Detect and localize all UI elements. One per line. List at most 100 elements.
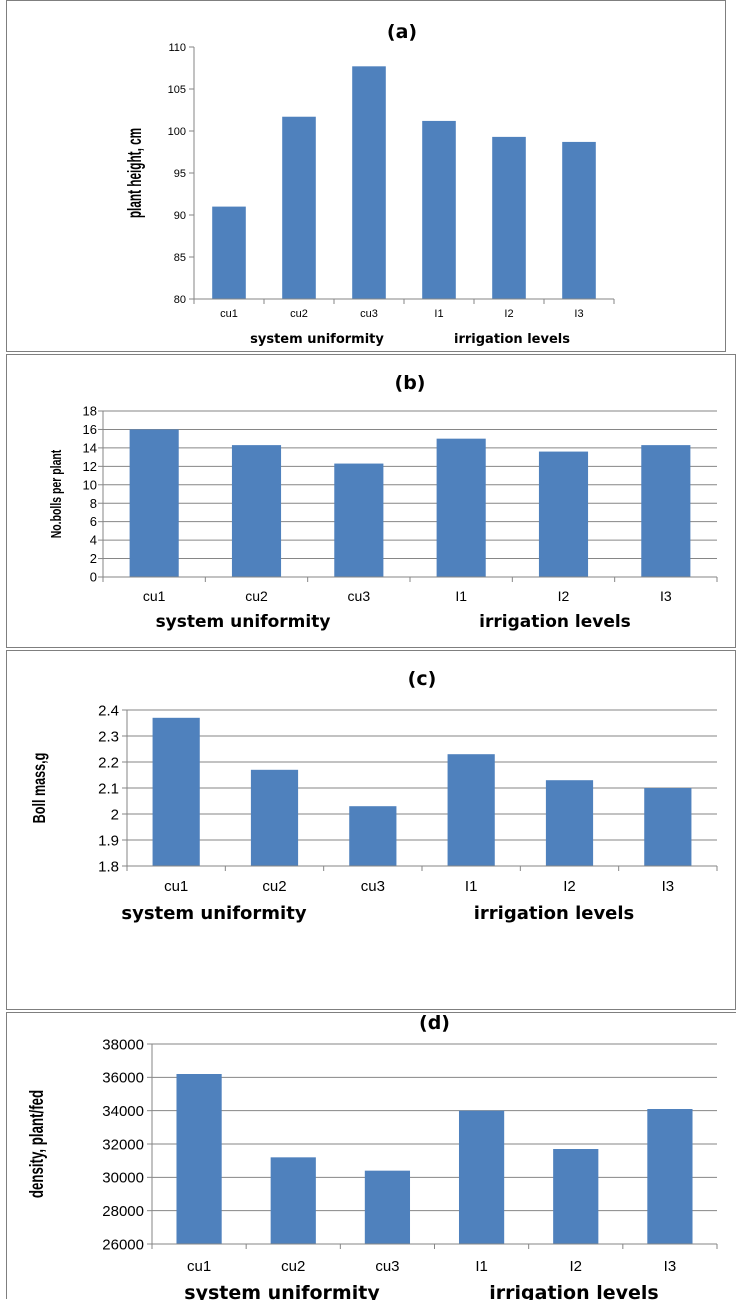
y-axis-label-group: Boll mass,g: [30, 753, 50, 824]
y-tick-label: 90: [174, 210, 186, 222]
group-label: system uniformity: [121, 903, 306, 924]
bar-i2: [553, 1149, 599, 1244]
y-tick-label: 105: [168, 84, 186, 96]
y-tick-label: 100: [168, 126, 186, 138]
chart-panel-d: (d) 26000 28000 30000 32000 34000 36000 38000 cu…: [6, 1012, 736, 1300]
bar-cu1: [212, 206, 246, 299]
group-label: system uniformity: [156, 612, 331, 632]
group-label: irrigation levels: [474, 903, 635, 924]
y-tick-label: 4: [90, 533, 97, 548]
y-axis-label-group: No.bolls per plant: [47, 449, 64, 538]
y-tick-label: 12: [83, 459, 97, 474]
chart-title: (c): [408, 668, 437, 690]
bar-i2: [538, 451, 589, 577]
bar-cu2: [282, 116, 316, 299]
y-axis-label-group: density, plant/fed: [27, 1090, 48, 1198]
y-tick-label: 26000: [102, 1236, 144, 1253]
bar-cu2: [250, 769, 299, 866]
x-tick-label: I2: [558, 588, 570, 604]
chart-panel-a: (a) 80 85 90 95 100 105 110 cu1 cu2 cu3 I1 I2 I3 plant…: [6, 0, 726, 352]
bar-cu3: [364, 1170, 411, 1244]
y-tick-label: 30000: [102, 1170, 144, 1187]
y-tick-label: 95: [174, 168, 186, 180]
y-tick-label: 38000: [102, 1036, 144, 1053]
bar-i3: [647, 1109, 693, 1244]
y-tick-label: 36000: [102, 1070, 144, 1087]
x-tick-label: cu3: [361, 878, 385, 895]
group-label: system uniformity: [184, 1282, 380, 1300]
x-tick-label: I1: [465, 878, 478, 895]
chart-c-svg: (c) 1.8 1.9 2 2.1 2.2 2.3 2.4 cu1 cu2 cu3 I1 I2 I3 Bol…: [30, 668, 718, 924]
bar-i1: [458, 1110, 505, 1244]
chart-d-svg: (d) 26000 28000 30000 32000 34000 36000 38000 cu…: [27, 1012, 718, 1300]
y-axis-label: No.bolls per plant: [47, 449, 64, 538]
x-tick-label: I1: [475, 1258, 488, 1275]
bar-i3: [641, 445, 691, 577]
x-tick-label: I3: [662, 878, 675, 895]
y-tick-label: 0: [90, 570, 97, 585]
chart-title: (b): [395, 372, 426, 394]
y-tick-label: 34000: [102, 1103, 144, 1120]
bar-i2: [545, 780, 594, 866]
group-label: irrigation levels: [479, 612, 631, 632]
y-tick-label: 14: [83, 440, 97, 455]
chart-panel-c: (c) 1.8 1.9 2 2.1 2.2 2.3 2.4 cu1 cu2 cu3 I1 I2 I3 Bol…: [6, 650, 736, 1010]
y-tick-label: 80: [174, 294, 186, 306]
bar-cu3: [334, 463, 384, 577]
bar-cu2: [270, 1157, 316, 1244]
bar-cu1: [152, 717, 200, 866]
y-tick-label: 1.8: [98, 858, 119, 875]
y-tick-label: 2: [111, 806, 119, 823]
y-axis-label: plant height, cm: [125, 128, 145, 218]
x-tick-label: I1: [434, 308, 443, 320]
x-tick-label: I3: [574, 308, 583, 320]
bar-i2: [492, 136, 526, 299]
bar-cu1: [176, 1074, 222, 1244]
y-axis-label: Boll mass,g: [30, 753, 50, 824]
y-axis-label-group: plant height, cm: [125, 128, 145, 218]
chart-panel-b: (b) 0 2 4 6 8 10 12 14 16 18 cu1 cu2 cu3 I1 I2 I3 No.boll…: [6, 354, 736, 648]
x-tick-label: I2: [563, 878, 576, 895]
y-tick-label: 2.4: [98, 702, 119, 719]
y-tick-label: 6: [90, 514, 97, 529]
x-tick-label: cu3: [375, 1258, 399, 1275]
y-tick-label: 18: [83, 404, 97, 419]
x-tick-label: cu2: [281, 1258, 305, 1275]
bar-i1: [436, 438, 486, 577]
group-label: irrigation levels: [489, 1282, 658, 1300]
y-tick-label: 32000: [102, 1136, 144, 1153]
y-tick-label: 10: [83, 477, 97, 492]
y-tick-label: 28000: [102, 1203, 144, 1220]
y-tick-label: 2.3: [98, 728, 119, 745]
chart-title: (a): [387, 21, 417, 43]
y-tick-label: 2.2: [98, 754, 119, 771]
x-tick-label: cu2: [245, 588, 268, 604]
y-tick-label: 16: [83, 422, 97, 437]
x-tick-label: cu2: [262, 878, 286, 895]
y-axis-label: density, plant/fed: [27, 1090, 48, 1198]
bar-i3: [644, 788, 692, 866]
group-label: irrigation levels: [454, 332, 570, 347]
chart-b-svg: (b) 0 2 4 6 8 10 12 14 16 18 cu1 cu2 cu3 I1 I2 I3 No.boll…: [47, 372, 718, 632]
chart-a-svg: (a) 80 85 90 95 100 105 110 cu1 cu2 cu3 I1 I2 I3 plant…: [125, 21, 615, 347]
y-tick-label: 1.9: [98, 832, 119, 849]
chart-title: (d): [419, 1012, 450, 1034]
group-label: system uniformity: [250, 332, 384, 347]
x-tick-label: I2: [569, 1258, 582, 1275]
x-tick-label: I3: [660, 588, 672, 604]
x-tick-label: cu1: [187, 1258, 211, 1275]
x-tick-label: cu1: [220, 308, 238, 320]
x-tick-label: cu1: [143, 588, 166, 604]
x-tick-label: I3: [664, 1258, 677, 1275]
x-tick-label: cu3: [348, 588, 371, 604]
y-tick-label: 110: [168, 42, 186, 54]
x-tick-label: cu3: [360, 308, 378, 320]
bar-cu3: [352, 66, 386, 299]
bar-i1: [422, 120, 456, 299]
bar-cu2: [231, 445, 282, 577]
x-tick-label: I1: [455, 588, 467, 604]
y-tick-label: 2: [90, 551, 97, 566]
y-tick-label: 2.1: [98, 780, 119, 797]
bar-i3: [562, 141, 596, 299]
bar-i1: [447, 754, 495, 866]
